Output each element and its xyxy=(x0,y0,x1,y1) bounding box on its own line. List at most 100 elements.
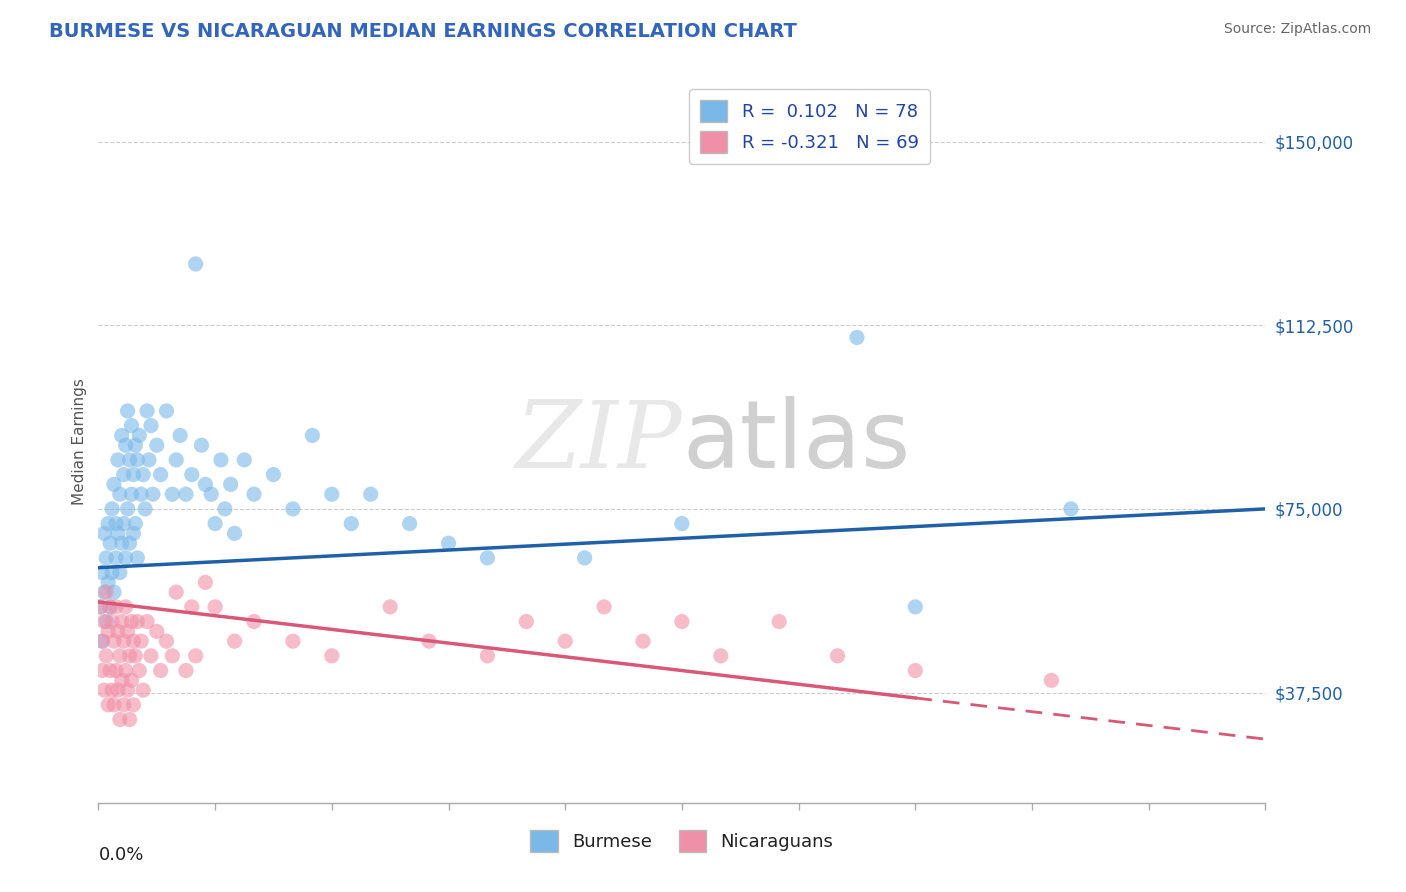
Point xyxy=(122,634,145,648)
Point xyxy=(129,487,152,501)
Point xyxy=(190,438,212,452)
Point xyxy=(477,550,499,565)
Point xyxy=(117,404,139,418)
Point xyxy=(155,404,177,418)
Point xyxy=(904,664,927,678)
Point xyxy=(149,664,172,678)
Point xyxy=(127,453,149,467)
Point xyxy=(219,477,242,491)
Point xyxy=(710,648,733,663)
Text: 0.0%: 0.0% xyxy=(98,847,143,864)
Point xyxy=(101,566,124,580)
Point xyxy=(301,428,323,442)
Point xyxy=(101,502,124,516)
Point xyxy=(114,438,136,452)
Point xyxy=(174,664,197,678)
Point xyxy=(224,634,246,648)
Point xyxy=(200,487,222,501)
Point xyxy=(107,624,129,639)
Point xyxy=(103,634,125,648)
Point xyxy=(103,698,125,712)
Point xyxy=(593,599,616,614)
Y-axis label: Median Earnings: Median Earnings xyxy=(72,378,87,505)
Point xyxy=(96,585,118,599)
Point xyxy=(631,634,654,648)
Point xyxy=(127,615,149,629)
Point xyxy=(93,526,115,541)
Point xyxy=(118,648,141,663)
Point xyxy=(165,585,187,599)
Text: atlas: atlas xyxy=(682,395,910,488)
Point xyxy=(124,516,146,531)
Point xyxy=(91,634,114,648)
Point xyxy=(104,516,127,531)
Point xyxy=(139,648,162,663)
Point xyxy=(118,713,141,727)
Point xyxy=(89,599,111,614)
Point xyxy=(101,615,124,629)
Point xyxy=(114,664,136,678)
Point xyxy=(101,683,124,698)
Point xyxy=(121,615,143,629)
Point xyxy=(118,536,141,550)
Point xyxy=(162,487,184,501)
Point xyxy=(398,516,420,531)
Point xyxy=(194,477,217,491)
Point xyxy=(124,438,146,452)
Point xyxy=(98,599,121,614)
Point xyxy=(155,634,177,648)
Point xyxy=(515,615,537,629)
Point xyxy=(437,536,460,550)
Point xyxy=(112,698,135,712)
Point xyxy=(114,550,136,565)
Point xyxy=(340,516,363,531)
Point xyxy=(224,526,246,541)
Point xyxy=(146,438,169,452)
Point xyxy=(380,599,402,614)
Point xyxy=(671,516,693,531)
Point xyxy=(103,477,125,491)
Point xyxy=(243,487,266,501)
Point xyxy=(554,634,576,648)
Text: Source: ZipAtlas.com: Source: ZipAtlas.com xyxy=(1223,22,1371,37)
Point xyxy=(108,648,131,663)
Point xyxy=(174,487,197,501)
Point xyxy=(142,487,165,501)
Text: ZIP: ZIP xyxy=(515,397,682,486)
Point xyxy=(98,599,121,614)
Point xyxy=(184,648,207,663)
Point xyxy=(112,516,135,531)
Point xyxy=(104,550,127,565)
Point xyxy=(96,648,118,663)
Point xyxy=(321,648,343,663)
Point xyxy=(111,673,134,688)
Point xyxy=(107,453,129,467)
Point xyxy=(111,615,134,629)
Point xyxy=(418,634,440,648)
Point xyxy=(149,467,172,482)
Point xyxy=(108,713,131,727)
Text: BURMESE VS NICARAGUAN MEDIAN EARNINGS CORRELATION CHART: BURMESE VS NICARAGUAN MEDIAN EARNINGS CO… xyxy=(49,22,797,41)
Point xyxy=(112,467,135,482)
Point xyxy=(122,698,145,712)
Point xyxy=(204,599,226,614)
Point xyxy=(98,664,121,678)
Point xyxy=(114,599,136,614)
Point xyxy=(97,575,120,590)
Point xyxy=(827,648,849,663)
Point xyxy=(107,683,129,698)
Point xyxy=(103,585,125,599)
Point xyxy=(117,624,139,639)
Point xyxy=(129,634,152,648)
Point xyxy=(122,526,145,541)
Point xyxy=(146,624,169,639)
Point xyxy=(162,648,184,663)
Point xyxy=(104,599,127,614)
Point xyxy=(671,615,693,629)
Point xyxy=(121,418,143,433)
Point xyxy=(184,257,207,271)
Point xyxy=(262,467,284,482)
Legend: Burmese, Nicaraguans: Burmese, Nicaraguans xyxy=(523,822,841,859)
Point xyxy=(93,683,115,698)
Point xyxy=(477,648,499,663)
